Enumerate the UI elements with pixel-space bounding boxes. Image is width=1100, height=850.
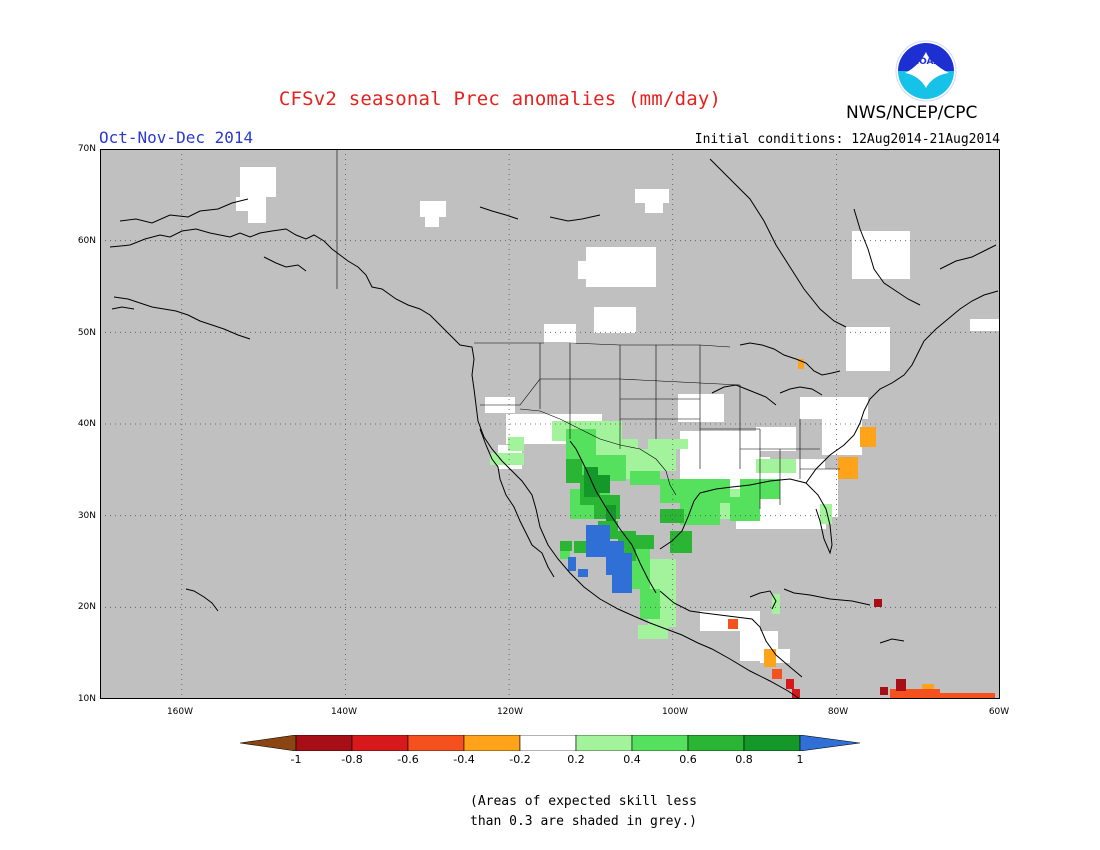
agency-label: NWS/NCEP/CPC [846,103,978,123]
anomaly-0.8-1-areas [584,467,616,521]
skill-note-line-2: than 0.3 are shaded in grey.) [470,814,697,829]
colorbar-label: 0.2 [567,753,585,766]
anomaly-above-1-areas [568,525,632,593]
negative-anomaly-areas [728,359,995,699]
colorbar-swatch-0.6-0.8 [687,735,745,751]
colorbar-label: 0.6 [679,753,697,766]
colorbar-label: 0.8 [735,753,753,766]
lon-label-160w: 160W [166,707,194,717]
lat-label-30n: 30N [77,511,96,521]
lon-label-80w: 80W [827,707,849,717]
colorbar-label: -0.4 [453,753,475,766]
map-title: CFSv2 seasonal Prec anomalies (mm/day) [278,88,722,110]
lat-label-50n: 50N [77,328,96,338]
skill-note: (Areas of expected skill less than 0.3 a… [470,792,730,832]
colorbar [240,735,860,751]
noaa-logo: NOAA [895,40,957,102]
lat-label-70n: 70N [77,144,96,154]
colorbar-label: -1 [290,753,302,766]
skill-note-line-1: (Areas of expected skill less [470,794,697,809]
initial-conditions: Initial conditions: 12Aug2014-21Aug2014 [694,132,1000,147]
coastlines [109,158,999,699]
colorbar-swatch--0.8--0.6 [351,735,409,751]
political-borders [336,149,840,509]
lat-lon-gridlines [100,149,1000,699]
forecast-period: Oct-Nov-Dec 2014 [99,128,254,147]
lon-label-100w: 100W [661,707,689,717]
colorbar-swatch--1--0.8 [295,735,353,751]
colorbar-swatch--0.6--0.4 [407,735,465,751]
lat-label-20n: 20N [77,602,96,612]
colorbar-swatch-0.8-1 [743,735,801,751]
colorbar-swatch-0.4-0.6 [631,735,689,751]
colorbar-label: 0.4 [623,753,641,766]
lon-label-60w: 60W [988,707,1010,717]
colorbar-swatch-0.2-0.4 [575,735,633,751]
colorbar-label: -0.2 [509,753,531,766]
colorbar-label: 1 [796,753,804,766]
lon-label-120w: 120W [496,707,524,717]
colorbar-label: -0.8 [341,753,363,766]
colorbar-swatch-above-1 [799,735,860,751]
colorbar-label: -0.6 [397,753,419,766]
noaa-logo-text: NOAA [912,57,941,67]
lat-label-60n: 60N [77,236,96,246]
colorbar-swatch--0.2-0.2 [519,735,577,751]
lat-label-40n: 40N [77,419,96,429]
precip-anomaly-map [100,149,1000,699]
lon-label-140w: 140W [330,707,358,717]
colorbar-swatch-below--1 [240,735,297,751]
lat-label-10n: 10N [77,694,96,704]
colorbar-swatch--0.4--0.2 [463,735,521,751]
